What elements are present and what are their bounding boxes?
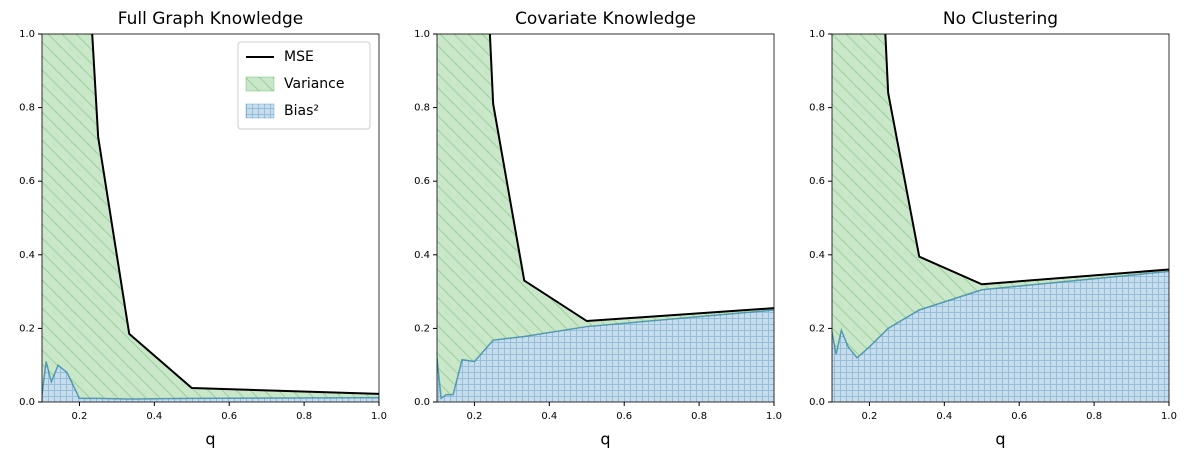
y-tick-label: 1.0 xyxy=(19,29,35,40)
plot-area xyxy=(832,34,1169,402)
subplot: 0.2 0.4 0.6 0.8 1.0 0.0 0.2 0.4 0.6 0.8 1.0 Full Gr… xyxy=(19,9,387,449)
legend-swatch xyxy=(245,103,275,119)
legend-label: MSE xyxy=(284,49,314,65)
x-tick-label: 0.6 xyxy=(1011,411,1027,422)
x-tick-label: 1.0 xyxy=(766,411,782,422)
x-tick-label: 0.2 xyxy=(71,411,87,422)
x-tick-label: 0.8 xyxy=(296,411,312,422)
plot-area xyxy=(437,34,774,402)
y-tick-label: 0.8 xyxy=(809,103,825,114)
area xyxy=(437,34,774,399)
x-tick-label: 0.6 xyxy=(616,411,632,422)
area xyxy=(832,271,1169,402)
x-tick-label: 0.4 xyxy=(541,411,557,422)
x-tick-label: 0.6 xyxy=(221,411,237,422)
legend-label: Variance xyxy=(284,76,344,92)
legend: MSE Variance Bias² xyxy=(237,41,371,130)
x-tick-label: 0.2 xyxy=(861,411,877,422)
line xyxy=(884,34,1169,286)
x-axis-label: q xyxy=(600,430,610,449)
y-tick-label: 1.0 xyxy=(809,29,825,40)
area xyxy=(42,34,379,400)
subplot: 0.2 0.4 0.6 0.8 1.0 0.0 0.2 0.4 0.6 0.8 1.0 No Clus… xyxy=(809,9,1177,449)
subplot: 0.2 0.4 0.6 0.8 1.0 0.0 0.2 0.4 0.6 0.8 1.0 Covaria… xyxy=(414,9,782,449)
y-tick-label: 0.0 xyxy=(809,397,825,408)
y-tick-label: 0.6 xyxy=(19,176,35,187)
axes-frame xyxy=(436,33,775,403)
y-tick-label: 0.6 xyxy=(414,176,430,187)
plot-area xyxy=(42,34,379,402)
y-tick-label: 0.6 xyxy=(809,176,825,187)
y-tick-label: 0.2 xyxy=(414,323,430,334)
line xyxy=(488,34,774,323)
x-tick-label: 1.0 xyxy=(1161,411,1177,422)
y-tick-label: 1.0 xyxy=(414,29,430,40)
axes-frame xyxy=(831,33,1170,403)
y-tick-label: 0.4 xyxy=(19,250,35,261)
y-tick-label: 0.0 xyxy=(19,397,35,408)
line xyxy=(91,34,379,395)
x-tick-label: 0.8 xyxy=(1086,411,1102,422)
x-tick-label: 0.4 xyxy=(936,411,952,422)
axes-frame xyxy=(41,33,380,403)
legend-swatch xyxy=(245,76,275,92)
y-tick-label: 0.2 xyxy=(809,323,825,334)
y-tick-label: 0.0 xyxy=(414,397,430,408)
x-tick-label: 0.8 xyxy=(691,411,707,422)
x-tick-label: 0.2 xyxy=(466,411,482,422)
x-tick-label: 0.4 xyxy=(146,411,162,422)
y-tick-label: 0.8 xyxy=(19,103,35,114)
y-tick-label: 0.2 xyxy=(19,323,35,334)
chart-title: Full Graph Knowledge xyxy=(118,9,303,29)
y-tick-label: 0.8 xyxy=(414,103,430,114)
y-tick-label: 0.4 xyxy=(414,250,430,261)
legend-label: Bias² xyxy=(284,103,319,119)
area xyxy=(437,310,774,402)
x-axis-label: q xyxy=(995,430,1005,449)
y-tick-label: 0.4 xyxy=(809,250,825,261)
chart-title: Covariate Knowledge xyxy=(515,9,696,29)
chart-title: No Clustering xyxy=(943,9,1058,29)
x-axis-label: q xyxy=(205,430,215,449)
x-tick-label: 1.0 xyxy=(371,411,387,422)
